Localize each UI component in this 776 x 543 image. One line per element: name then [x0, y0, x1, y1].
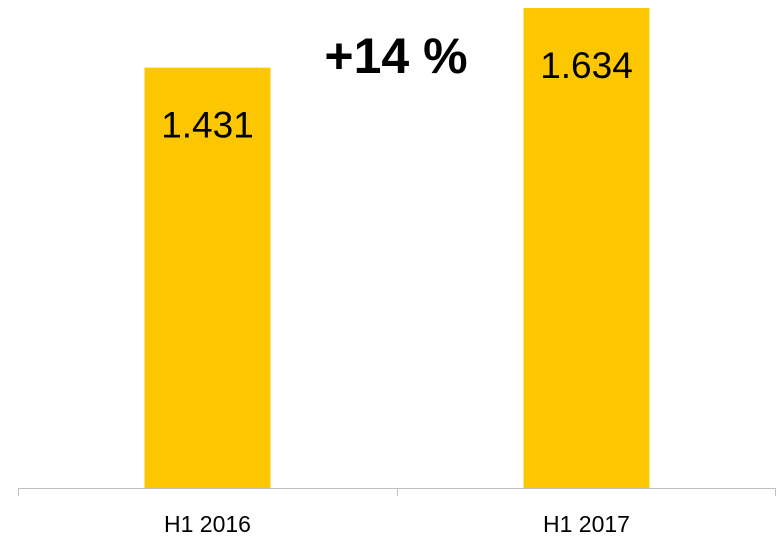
- bar: [523, 8, 650, 488]
- data-label: 1.634: [540, 45, 633, 86]
- x-tick-label: H1 2017: [543, 511, 630, 537]
- data-label: 1.431: [161, 104, 254, 145]
- bar: [144, 67, 271, 488]
- annotation: +14 %: [324, 28, 467, 84]
- x-tick-label: H1 2016: [164, 511, 251, 537]
